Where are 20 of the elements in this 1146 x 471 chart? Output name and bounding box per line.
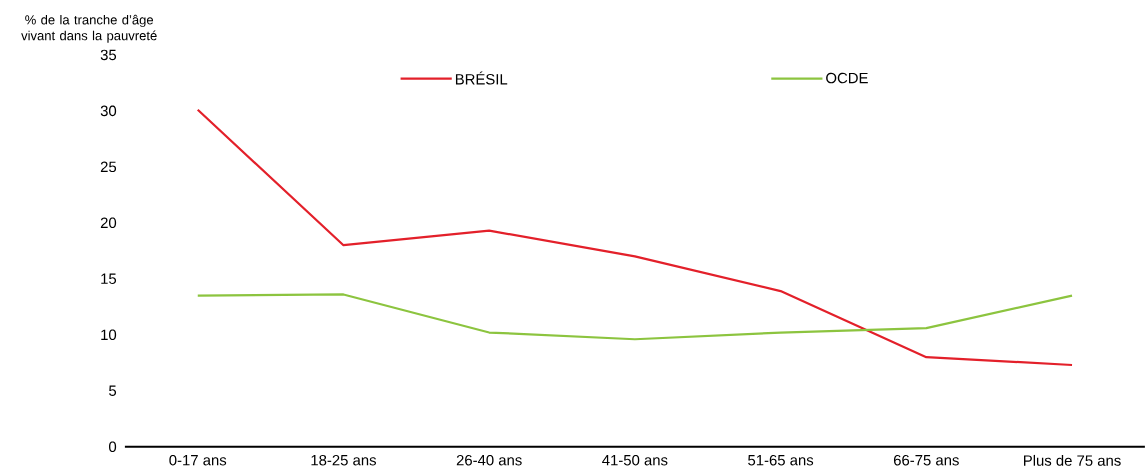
- y-tick-label: 0: [109, 441, 117, 453]
- line-series: [196, 293, 1074, 341]
- x-tick-label: 66-75 ans: [893, 454, 959, 466]
- y-tick-label: 20: [100, 217, 117, 229]
- x-tick-label: 18-25 ans: [311, 454, 377, 466]
- y-tick-label: 25: [100, 161, 117, 173]
- legend-label: BRÉSIL: [455, 71, 508, 85]
- x-tick-label: 0-17 ans: [169, 454, 227, 466]
- y-tick-label: 5: [109, 385, 117, 396]
- x-tick-label: 26-40 ans: [456, 454, 522, 466]
- y-tick-label: 10: [101, 329, 117, 341]
- y-axis-title: % de la tranche d’âge vivant dans la pauvreté: [21, 14, 157, 43]
- y-tick-label: 30: [100, 105, 117, 117]
- x-tick-label: 51-65 ans: [748, 454, 814, 466]
- x-tick-label: 41-50 ans: [602, 454, 668, 466]
- line-series: [196, 108, 1074, 367]
- legend-label: OCDE: [826, 72, 868, 84]
- y-tick-label: 35: [100, 49, 117, 61]
- x-tick-label: Plus de 75 ans: [1024, 454, 1121, 466]
- y-tick-label: 15: [101, 273, 117, 285]
